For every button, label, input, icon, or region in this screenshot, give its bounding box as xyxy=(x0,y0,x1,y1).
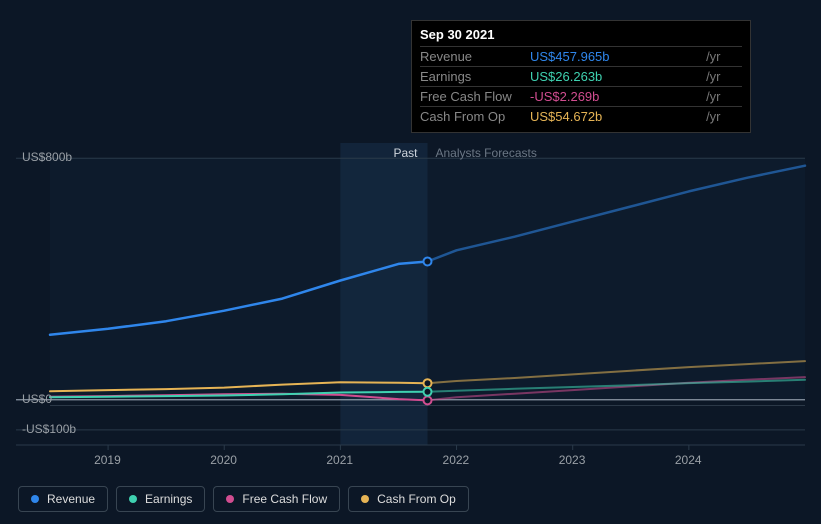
x-axis-label: 2019 xyxy=(94,453,121,467)
tooltip-row-value: -US$2.269b xyxy=(530,87,702,107)
y-axis-label: US$800b xyxy=(22,150,72,164)
tooltip-row-value: US$457.965b xyxy=(530,47,702,67)
tooltip-row: EarningsUS$26.263b/yr xyxy=(420,67,742,87)
tooltip-row-label: Cash From Op xyxy=(420,107,530,127)
legend-dot-icon xyxy=(31,495,39,503)
x-axis-label: 2023 xyxy=(559,453,586,467)
legend-dot-icon xyxy=(361,495,369,503)
tooltip-row-value: US$54.672b xyxy=(530,107,702,127)
legend-item-label: Revenue xyxy=(47,492,95,506)
tooltip-row-unit: /yr xyxy=(702,67,742,87)
legend-item-free_cash_flow[interactable]: Free Cash Flow xyxy=(213,486,340,512)
chart-legend: Revenue Earnings Free Cash Flow Cash From O… xyxy=(18,486,469,512)
legend-item-revenue[interactable]: Revenue xyxy=(18,486,108,512)
tooltip-row: RevenueUS$457.965b/yr xyxy=(420,47,742,67)
tooltip-row-label: Free Cash Flow xyxy=(420,87,530,107)
section-label-past: Past xyxy=(394,146,418,160)
legend-dot-icon xyxy=(226,495,234,503)
tooltip-row-unit: /yr xyxy=(702,87,742,107)
x-axis-label: 2020 xyxy=(210,453,237,467)
legend-item-earnings[interactable]: Earnings xyxy=(116,486,205,512)
tooltip-row: Cash From OpUS$54.672b/yr xyxy=(420,107,742,127)
tooltip-table: RevenueUS$457.965b/yrEarningsUS$26.263b/… xyxy=(420,46,742,126)
legend-item-cash_from_op[interactable]: Cash From Op xyxy=(348,486,469,512)
tooltip-row-label: Revenue xyxy=(420,47,530,67)
x-axis-label: 2022 xyxy=(443,453,470,467)
x-axis-label: 2021 xyxy=(326,453,353,467)
y-axis-label: US$0 xyxy=(22,392,52,406)
tooltip-date: Sep 30 2021 xyxy=(420,25,742,46)
tooltip-row-label: Earnings xyxy=(420,67,530,87)
chart-tooltip: Sep 30 2021 RevenueUS$457.965b/yrEarning… xyxy=(411,20,751,133)
tooltip-row: Free Cash Flow-US$2.269b/yr xyxy=(420,87,742,107)
y-axis-label: -US$100b xyxy=(22,422,76,436)
tooltip-row-unit: /yr xyxy=(702,107,742,127)
legend-item-label: Free Cash Flow xyxy=(242,492,327,506)
tooltip-row-value: US$26.263b xyxy=(530,67,702,87)
x-axis-label: 2024 xyxy=(675,453,702,467)
legend-item-label: Cash From Op xyxy=(377,492,456,506)
section-label-forecast: Analysts Forecasts xyxy=(436,146,537,160)
legend-dot-icon xyxy=(129,495,137,503)
financial-chart: Sep 30 2021 RevenueUS$457.965b/yrEarning… xyxy=(0,0,821,524)
tooltip-row-unit: /yr xyxy=(702,47,742,67)
legend-item-label: Earnings xyxy=(145,492,192,506)
